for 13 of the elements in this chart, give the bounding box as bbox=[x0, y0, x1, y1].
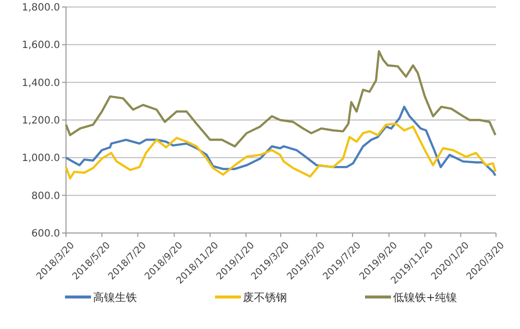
y-tick-label: 1,200.0 bbox=[22, 116, 60, 126]
y-tick-label: 800.0 bbox=[31, 190, 60, 202]
y-tick-label: 1,000.0 bbox=[22, 153, 60, 164]
line-series bbox=[64, 122, 497, 180]
y-tick-label: 600.0 bbox=[31, 228, 60, 240]
y-tick-label: 1,600.0 bbox=[22, 40, 60, 52]
legend-label: 高镍生铁 bbox=[93, 290, 137, 304]
line-series bbox=[64, 50, 497, 148]
legend-label: 废不锈钢 bbox=[243, 290, 287, 304]
legend-label: 低镍铁+纯镍 bbox=[393, 290, 458, 304]
y-tick-label: 1,800.0 bbox=[22, 2, 60, 14]
line-series bbox=[64, 106, 497, 177]
y-tick-label: 1,400.0 bbox=[22, 78, 60, 89]
